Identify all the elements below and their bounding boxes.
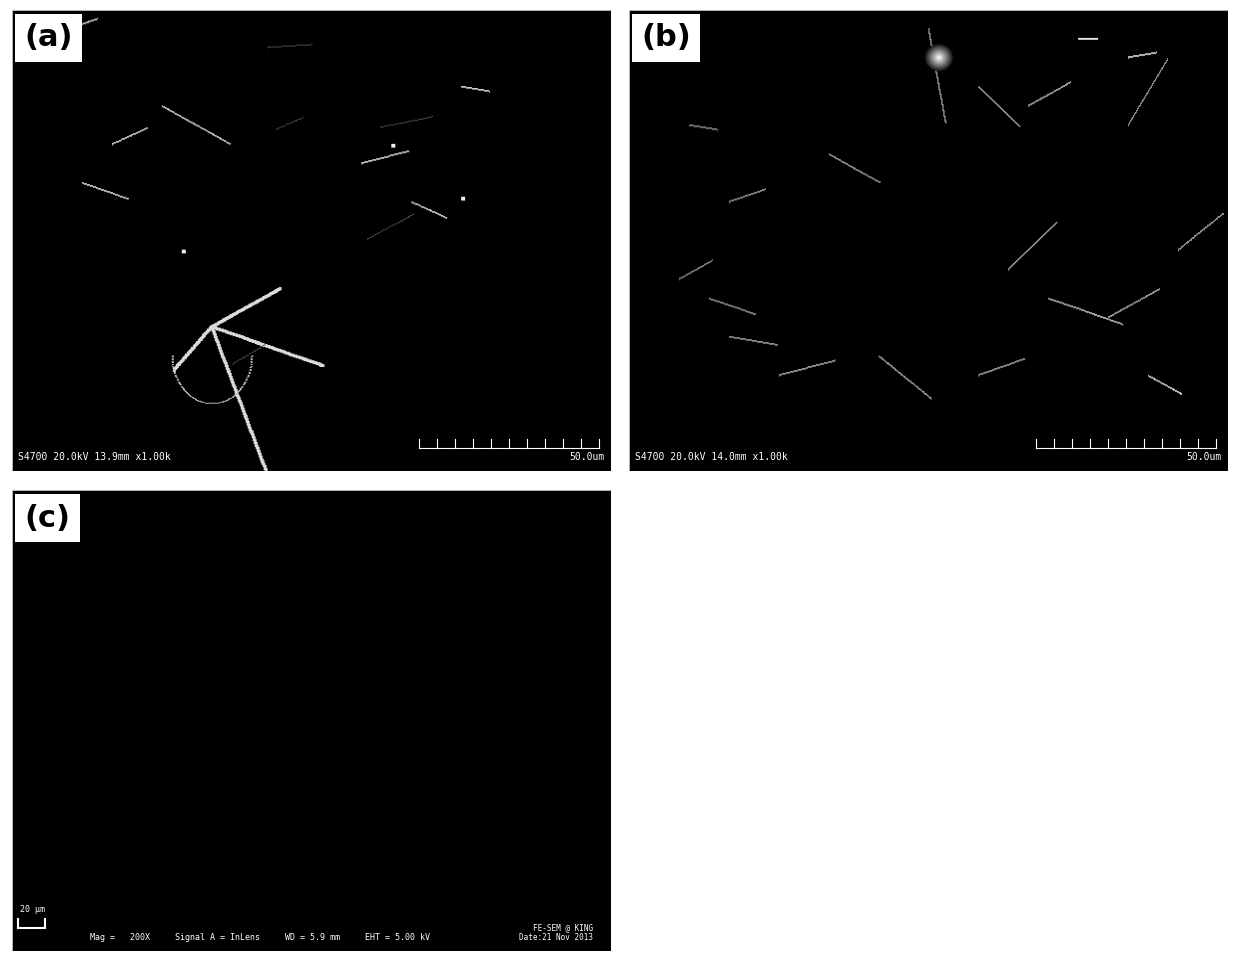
Text: Mag =   200X     Signal A = InLens     WD = 5.9 mm     EHT = 5.00 kV: Mag = 200X Signal A = InLens WD = 5.9 mm… xyxy=(91,933,430,942)
Text: 20 μm: 20 μm xyxy=(20,905,45,915)
Text: 50.0um: 50.0um xyxy=(570,452,605,462)
Text: (a): (a) xyxy=(25,23,73,53)
Text: (b): (b) xyxy=(641,23,691,53)
Text: S4700 20.0kV 13.9mm x1.00k: S4700 20.0kV 13.9mm x1.00k xyxy=(19,452,171,462)
Text: FE-SEM @ KING
Date:21 Nov 2013: FE-SEM @ KING Date:21 Nov 2013 xyxy=(520,923,593,942)
Text: (c): (c) xyxy=(25,504,71,532)
Text: 50.0um: 50.0um xyxy=(1187,452,1221,462)
Text: S4700 20.0kV 14.0mm x1.00k: S4700 20.0kV 14.0mm x1.00k xyxy=(635,452,787,462)
